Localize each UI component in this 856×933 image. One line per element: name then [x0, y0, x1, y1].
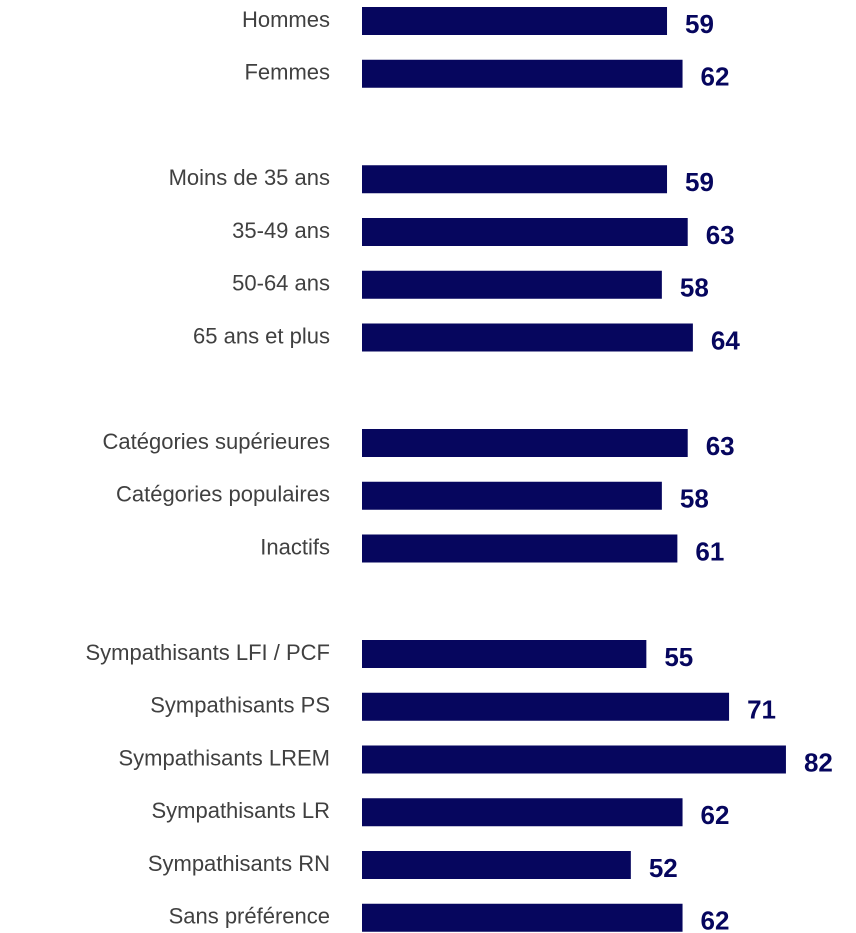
value-label: 63: [706, 431, 735, 461]
value-label: 62: [701, 800, 730, 830]
bar: [362, 692, 730, 721]
bar: [362, 323, 693, 352]
value-label: 61: [695, 536, 724, 566]
value-label: 62: [701, 62, 730, 92]
category-label: 65 ans et plus: [193, 323, 330, 348]
category-label: 35-49 ans: [232, 218, 330, 243]
category-label: Moins de 35 ans: [169, 165, 330, 190]
bar: [362, 745, 786, 774]
bar: [362, 851, 631, 879]
bar: [362, 640, 647, 668]
category-label: Sympathisants LFI / PCF: [85, 640, 330, 665]
category-label: Sympathisants LR: [151, 798, 330, 823]
category-label: Hommes: [242, 7, 330, 32]
value-label: 64: [711, 325, 740, 355]
category-label: Femmes: [244, 60, 330, 85]
bar: [362, 7, 668, 35]
category-label: 50-64 ans: [232, 271, 330, 296]
category-label: Catégories supérieures: [103, 429, 330, 454]
bar: [362, 429, 688, 457]
bar: [362, 270, 662, 299]
value-label: 62: [701, 906, 730, 933]
bar: [362, 903, 683, 932]
category-label: Catégories populaires: [116, 482, 330, 507]
value-label: 59: [685, 167, 714, 197]
bar: [362, 798, 683, 827]
value-label: 55: [664, 642, 693, 672]
category-label: Sympathisants RN: [148, 851, 330, 876]
category-label: Inactifs: [260, 534, 330, 559]
value-label: 59: [685, 9, 714, 39]
value-label: 52: [649, 853, 678, 883]
value-label: 71: [747, 695, 776, 725]
bar: [362, 59, 683, 88]
category-label: Sympathisants LREM: [118, 745, 330, 770]
category-label: Sans préférence: [169, 904, 330, 929]
bar: [362, 534, 678, 563]
bar: [362, 165, 668, 194]
value-label: 58: [680, 484, 709, 514]
category-label: Sympathisants PS: [150, 693, 330, 718]
value-label: 58: [680, 273, 709, 303]
value-label: 63: [706, 220, 735, 250]
bar: [362, 218, 688, 246]
value-label: 82: [804, 747, 833, 777]
bar: [362, 481, 662, 510]
